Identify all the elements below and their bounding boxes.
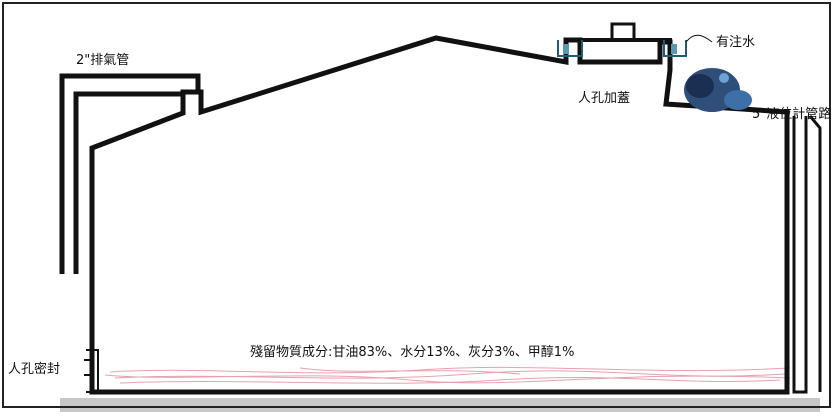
level-gauge-pipe	[792, 116, 808, 394]
vent-pipe-outer	[59, 73, 201, 274]
water-cup-left	[557, 40, 583, 57]
manhole-seal-bracket	[86, 349, 99, 393]
manhole-seal-label: 人孔密封	[8, 362, 61, 377]
vent-pipe-inner	[73, 91, 183, 274]
water-stain-icon	[684, 68, 752, 112]
water-leader	[685, 34, 713, 43]
level-gauge-label: 5"液位計管路	[752, 107, 832, 122]
ground-shadow	[60, 398, 820, 412]
residue-layer	[104, 366, 791, 384]
water-cup-right	[663, 40, 687, 57]
residue-composition-label: 殘留物質成分:甘油83%、水分13%、灰分3%、甲醇1%	[250, 345, 575, 360]
diagram-frame	[2, 2, 831, 408]
water-present-label: 有注水	[716, 35, 756, 50]
vent-pipe-label: 2"排氣管	[76, 53, 130, 68]
manhole-cover-label: 人孔加蓋	[578, 91, 631, 106]
